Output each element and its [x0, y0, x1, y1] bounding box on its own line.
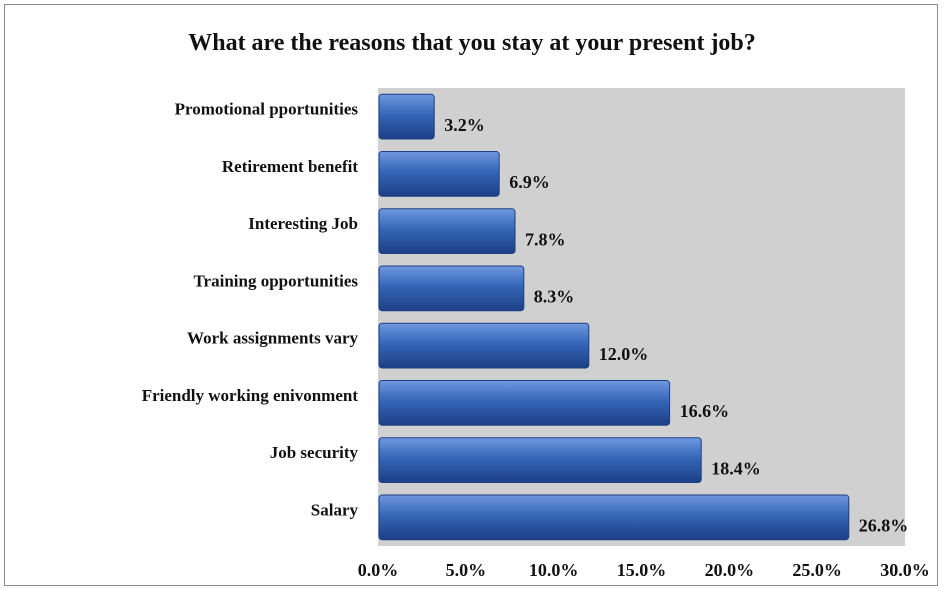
category-label: Job security: [270, 443, 359, 462]
value-label: 8.3%: [534, 287, 575, 307]
bar-promotional-pportunities: [378, 93, 435, 140]
x-tick-label: 30.0%: [880, 560, 930, 580]
value-label: 3.2%: [444, 115, 485, 135]
bar-retirement-benefit: [378, 151, 500, 197]
x-tick-label: 10.0%: [529, 560, 579, 580]
bar-job-security: [378, 437, 702, 483]
bar-salary: [378, 494, 850, 541]
category-label: Interesting Job: [248, 214, 358, 233]
category-label: Work assignments vary: [187, 329, 358, 348]
bar-training-opportunities: [378, 265, 525, 312]
bar-work-assignments-vary: [378, 322, 590, 369]
x-tick-label: 5.0%: [446, 560, 487, 580]
value-label: 12.0%: [599, 344, 649, 364]
category-label: Friendly working enivonment: [142, 386, 359, 405]
value-label: 16.6%: [680, 401, 730, 421]
x-tick-label: 0.0%: [358, 560, 399, 580]
bar-interesting-job: [378, 208, 516, 254]
value-label: 6.9%: [509, 172, 549, 192]
x-tick-label: 25.0%: [792, 560, 842, 580]
chart-title: What are the reasons that you stay at yo…: [188, 30, 756, 56]
value-label: 18.4%: [711, 458, 761, 478]
x-tick-label: 15.0%: [617, 560, 667, 580]
category-label: Training opportunities: [193, 271, 358, 290]
bar-friendly-working-enivonment: [378, 380, 671, 426]
category-label: Promotional pportunities: [175, 100, 359, 119]
category-label: Salary: [311, 500, 359, 519]
x-tick-label: 20.0%: [705, 560, 755, 580]
value-label: 26.8%: [859, 516, 909, 536]
value-label: 7.8%: [525, 229, 566, 249]
category-label: Retirement benefit: [222, 157, 358, 176]
